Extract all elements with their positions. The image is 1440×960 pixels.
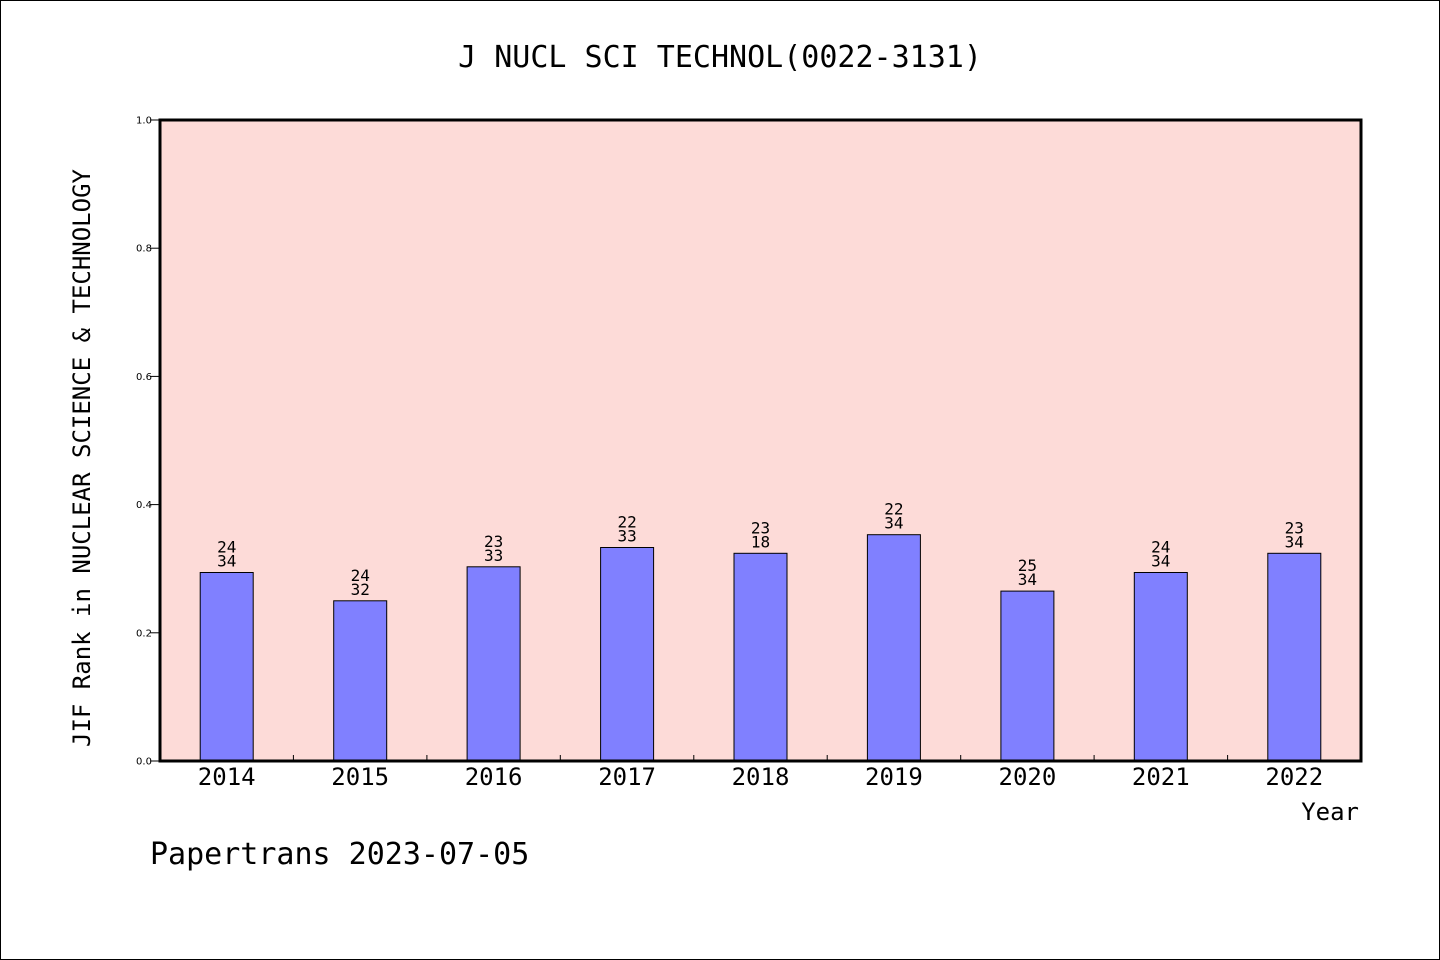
y-axis: 0.0 0.2 0.4 0.6 0.8 1.0 — [136, 116, 160, 768]
bar-label-total-2020: 34 — [1018, 570, 1037, 589]
bar-label-total-2014: 34 — [217, 552, 236, 571]
bar-label-total-2018: 18 — [751, 532, 770, 551]
x-tick-label-2015: 2015 — [331, 763, 389, 791]
x-axis-label: Year — [1301, 798, 1359, 826]
bar-2018 — [733, 552, 788, 762]
chart-title: J NUCL SCI TECHNOL(0022-3131) — [458, 40, 982, 75]
footer-text: Papertrans 2023-07-05 — [150, 837, 529, 872]
bar-label-total-2021: 34 — [1151, 552, 1170, 571]
bar-2022 — [1267, 552, 1322, 762]
bar-label-total-2016: 33 — [484, 546, 503, 565]
bar-label-rank-2016: 23 — [484, 532, 503, 551]
bar-label-rank-2022: 23 — [1285, 518, 1304, 537]
bar-2021 — [1133, 572, 1188, 762]
y-tick-label: 0.8 — [136, 244, 152, 255]
x-tick-label-2019: 2019 — [865, 763, 923, 791]
bar-label-total-2015: 32 — [351, 580, 370, 599]
x-tick-label-2014: 2014 — [198, 763, 256, 791]
bar-2014 — [199, 572, 254, 762]
bar-label-rank-2014: 24 — [217, 538, 236, 557]
bar-2016 — [466, 566, 521, 762]
x-tick-label-2016: 2016 — [465, 763, 523, 791]
bar-2020 — [1000, 590, 1055, 762]
bar-label-rank-2018: 23 — [751, 518, 770, 537]
x-tick-label-2021: 2021 — [1132, 763, 1190, 791]
x-axis: 2014 2015 2016 2017 2018 2019 2020 2021 2022 — [198, 755, 1323, 791]
bar-label-total-2022: 34 — [1285, 532, 1304, 551]
y-tick-label: 1.0 — [136, 116, 152, 127]
y-tick-label: 0.4 — [136, 500, 152, 511]
bars-group — [199, 534, 1322, 762]
x-tick-label-2017: 2017 — [598, 763, 656, 791]
y-axis-label: JIF Rank in NUCLEAR SCIENCE & TECHNOLOGY — [68, 168, 96, 747]
bar-2017 — [600, 547, 655, 762]
plot-border — [158, 118, 1363, 763]
y-tick-label: 0.2 — [136, 628, 152, 639]
x-tick-label-2020: 2020 — [999, 763, 1057, 791]
y-tick-label: 0.0 — [136, 757, 152, 768]
bar-label-total-2019: 34 — [884, 514, 903, 533]
bar-label-rank-2017: 22 — [617, 513, 636, 532]
bar-label-total-2017: 33 — [617, 527, 636, 546]
x-tick-label-2022: 2022 — [1265, 763, 1323, 791]
x-tick-label-2018: 2018 — [732, 763, 790, 791]
bar-label-rank-2021: 24 — [1151, 538, 1170, 557]
bar-label-rank-2019: 22 — [884, 500, 903, 519]
bar-2019 — [866, 534, 921, 762]
bar-2015 — [333, 600, 388, 762]
bar-label-rank-2015: 24 — [351, 566, 370, 585]
y-tick-label: 0.6 — [136, 372, 152, 383]
bar-label-rank-2020: 25 — [1018, 556, 1037, 575]
